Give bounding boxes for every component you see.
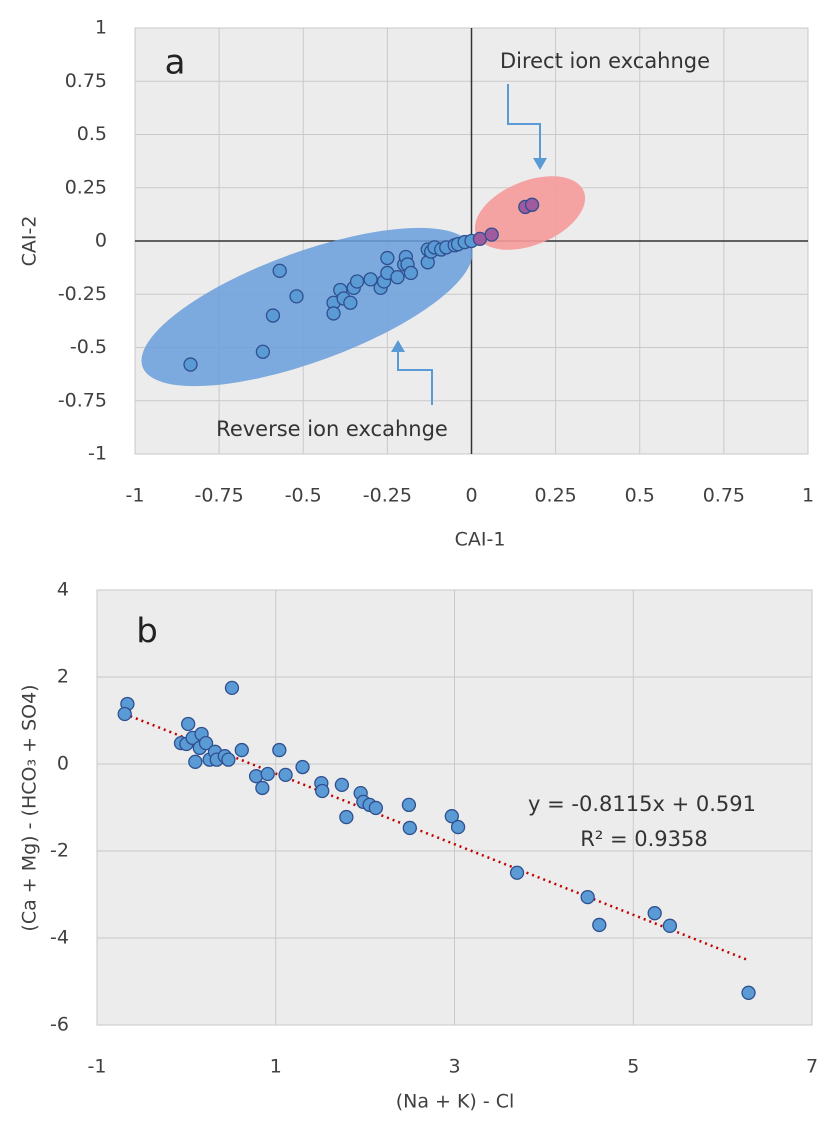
point [224, 680, 240, 696]
chart-a: -1 -0.75 -0.5 -0.25 0 0.25 0.5 0.75 1 1 0.75 0.5 0.2… [19, 17, 815, 551]
y-tick-label: -0.75 [58, 389, 107, 411]
point [188, 754, 203, 769]
panel-label: b [136, 612, 158, 652]
y-tick-label: 1 [95, 17, 107, 39]
y-tick-label: -0.5 [70, 336, 107, 358]
point [295, 759, 310, 775]
y-tick-label: 0 [95, 230, 107, 252]
x-tick-label: -0.25 [363, 485, 412, 507]
trendline-equation: y = -0.8115x + 0.591 [528, 792, 756, 816]
point [117, 706, 132, 722]
point [339, 809, 354, 825]
point [380, 250, 395, 266]
point [260, 766, 275, 782]
point [343, 295, 358, 310]
y-tick-label: -0.25 [58, 283, 107, 305]
arrowhead [533, 158, 547, 170]
point [349, 274, 365, 289]
point [484, 227, 499, 242]
data-layer: -1 -0.75 -0.5 -0.25 0 0.25 0.5 0.75 1 1 0.75 0.5 0.2… [58, 17, 814, 507]
point [580, 889, 595, 905]
point [472, 231, 488, 247]
point [662, 918, 678, 933]
point [255, 780, 270, 796]
y-tick-label: -6 [50, 1014, 69, 1036]
point [592, 917, 607, 933]
x-tick-label: 1 [802, 485, 814, 507]
point [272, 263, 287, 278]
y-tick-label: -1 [88, 443, 107, 465]
point [524, 197, 540, 212]
x-tick-label: 0.25 [534, 485, 576, 507]
point [444, 809, 459, 824]
arrow [397, 350, 433, 405]
x-tick-label: -1 [126, 485, 145, 507]
point [234, 742, 249, 758]
trendline-r2: R² = 0.9358 [580, 827, 707, 851]
x-tick-label: 0.75 [703, 485, 745, 507]
panel-label: a [165, 43, 186, 83]
point [248, 769, 264, 784]
y-tick-label: 0 [57, 753, 69, 775]
point [272, 742, 287, 758]
point [647, 906, 662, 921]
x-tick-label: 0 [465, 485, 477, 507]
point [221, 752, 236, 767]
point [278, 767, 293, 783]
point [198, 735, 214, 751]
point [255, 344, 271, 359]
point [326, 306, 341, 321]
y-tick-label: 0.25 [65, 176, 107, 198]
data-layer: -1 1 3 5 7 4 2 0 -2 -4 -6 b y = -0.8115x + 0.591 R² =… [50, 579, 818, 1078]
x-tick-label: -0.5 [285, 485, 322, 507]
y-tick-label: 4 [57, 579, 69, 601]
point [315, 783, 330, 799]
annotation: Direct ion excahnge [500, 49, 710, 73]
point [334, 777, 350, 793]
point [363, 272, 378, 287]
point [265, 308, 281, 323]
arrow [507, 84, 541, 160]
point [390, 270, 405, 285]
point [401, 797, 417, 813]
direct-zone [474, 176, 586, 250]
x-tick-label: 3 [448, 1056, 460, 1078]
y-tick-label: -2 [50, 840, 69, 862]
point [402, 820, 417, 836]
point [289, 289, 304, 304]
x-axis-title: CAI-1 [455, 529, 506, 551]
x-tick-label: -0.75 [195, 485, 244, 507]
y-tick-label: 0.5 [77, 123, 107, 145]
point [181, 716, 196, 732]
point [741, 985, 756, 1000]
x-tick-label: 7 [806, 1056, 818, 1078]
point [183, 357, 198, 372]
x-tick-label: 5 [627, 1056, 639, 1078]
y-tick-label: -4 [50, 927, 69, 949]
chart-b: -1 1 3 5 7 4 2 0 -2 -4 -6 b y = -0.8115x + 0.591 R² =… [19, 579, 819, 1113]
x-tick-label: 1 [270, 1056, 282, 1078]
annotation: Reverse ion excahnge [216, 417, 448, 441]
y-tick-label: 2 [57, 666, 69, 688]
x-axis-title: (Na + K) - Cl [396, 1091, 515, 1113]
y-axis-title: (Ca + Mg) - (HCO₃ + SO4) [19, 684, 41, 931]
x-tick-label: 0.5 [625, 485, 655, 507]
point [450, 819, 466, 835]
y-axis-title: CAI-2 [19, 216, 41, 267]
x-tick-label: -1 [88, 1056, 107, 1078]
point [509, 865, 525, 880]
point [368, 800, 384, 816]
arrowhead [391, 340, 405, 352]
point [403, 265, 419, 281]
trendline [124, 712, 750, 962]
y-tick-label: 0.75 [65, 70, 107, 92]
